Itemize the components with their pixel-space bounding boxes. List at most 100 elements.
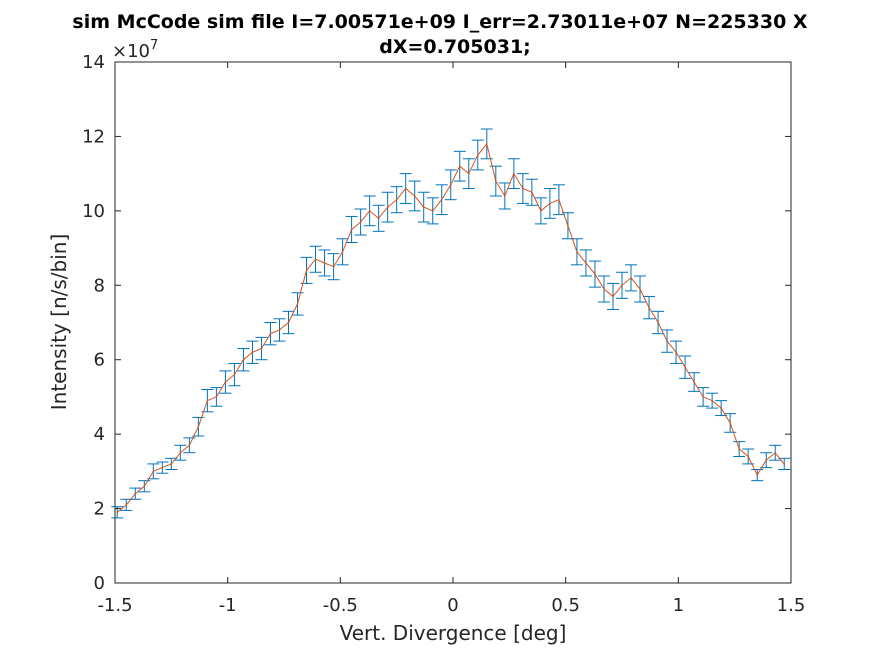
data-point [224,381,227,383]
data-point [449,184,452,186]
data-point [134,492,137,495]
data-point [251,351,254,354]
y-exponent-power: 7 [150,38,158,53]
data-point [476,154,479,156]
x-tick-label: 1 [673,595,684,616]
data-point [197,425,200,428]
y-tick-label: 10 [82,201,105,222]
data-point [404,187,407,190]
x-tick-label: 0.5 [551,595,580,616]
data-point [522,187,524,190]
data-point [549,202,551,205]
x-tick-label: -0.5 [323,595,358,616]
data-point [675,351,677,354]
data-point [359,221,362,223]
data-point [540,210,542,212]
data-point [278,329,281,331]
data-point [242,358,245,361]
x-tick-label: 0 [447,595,458,616]
data-point [486,143,488,145]
y-tick-label: 6 [94,350,105,371]
data-point [395,198,398,201]
data-point [621,284,623,287]
data-point [440,198,443,201]
y-axis-label: Intensity [n/s/bin] [47,234,71,411]
y-exponent-label: ×107 [112,38,158,62]
data-point [513,172,515,175]
data-point [233,373,236,376]
data-point [783,463,786,465]
data-point [711,399,713,402]
data-point [630,277,632,279]
x-tick-label: -1.5 [97,595,132,616]
data-point [567,224,569,227]
plot-frame [114,61,792,584]
y-tick-label: 0 [94,573,105,594]
data-point [467,172,470,175]
data-point [684,366,686,368]
data-point [756,474,758,476]
data-point [720,407,722,409]
data-point [648,306,650,309]
data-point [774,451,777,454]
data-point [305,269,308,272]
data-point [558,198,560,201]
y-tick-label: 4 [94,424,105,445]
data-point [603,288,605,290]
data-point [765,459,768,461]
data-point [738,448,740,450]
chart-title-line2: dX=0.705031; [379,36,531,58]
data-point [612,295,614,298]
data-point [323,262,326,264]
data-point [531,191,533,194]
data-point [341,250,344,253]
data-point [693,381,695,383]
data-point [350,228,353,231]
axis-ticks: -1.5 -1 -0.5 0 0.5 1 1.5 0 2 4 6 8 10 12 14 [82,52,805,616]
data-point [422,206,425,208]
data-point [188,444,191,447]
data-point [161,466,164,469]
y-tick-label: 12 [82,126,105,147]
data-point [639,288,641,290]
y-tick-label: 8 [94,275,105,296]
y-tick-label: 2 [94,499,105,520]
data-point [260,347,263,350]
data-point [143,485,146,488]
data-point [152,470,155,473]
data-point [594,273,596,275]
data-point [296,303,299,305]
data-point [657,321,659,324]
data-point [368,210,371,212]
x-axis-label: Vert. Divergence [deg] [340,621,567,645]
plot-area [115,62,791,583]
x-tick-label: 1.5 [777,595,806,616]
data-point [386,206,389,208]
data-point [585,262,587,264]
data-marks [111,128,791,519]
y-tick-label: 14 [82,52,105,73]
data-point [170,463,173,465]
data-point [332,265,335,268]
chart-title: sim McCode sim file I=7.00571e+09 I_err=… [72,11,807,33]
data-point [287,321,290,324]
data-point [269,332,272,335]
data-point [431,210,434,212]
data-point [504,195,506,197]
data-point [729,422,731,424]
x-tick-label: -1 [219,595,237,616]
data-point [747,455,749,458]
data-point [206,399,209,402]
data-point [179,451,182,454]
data-point [413,195,416,197]
data-point [215,396,218,398]
data-point [377,217,380,220]
data-point [116,511,119,514]
data-point [702,396,704,398]
data-point [495,180,497,182]
data-point [576,250,578,253]
data-point [314,258,317,261]
data-point [458,165,461,167]
data-point [666,340,668,342]
